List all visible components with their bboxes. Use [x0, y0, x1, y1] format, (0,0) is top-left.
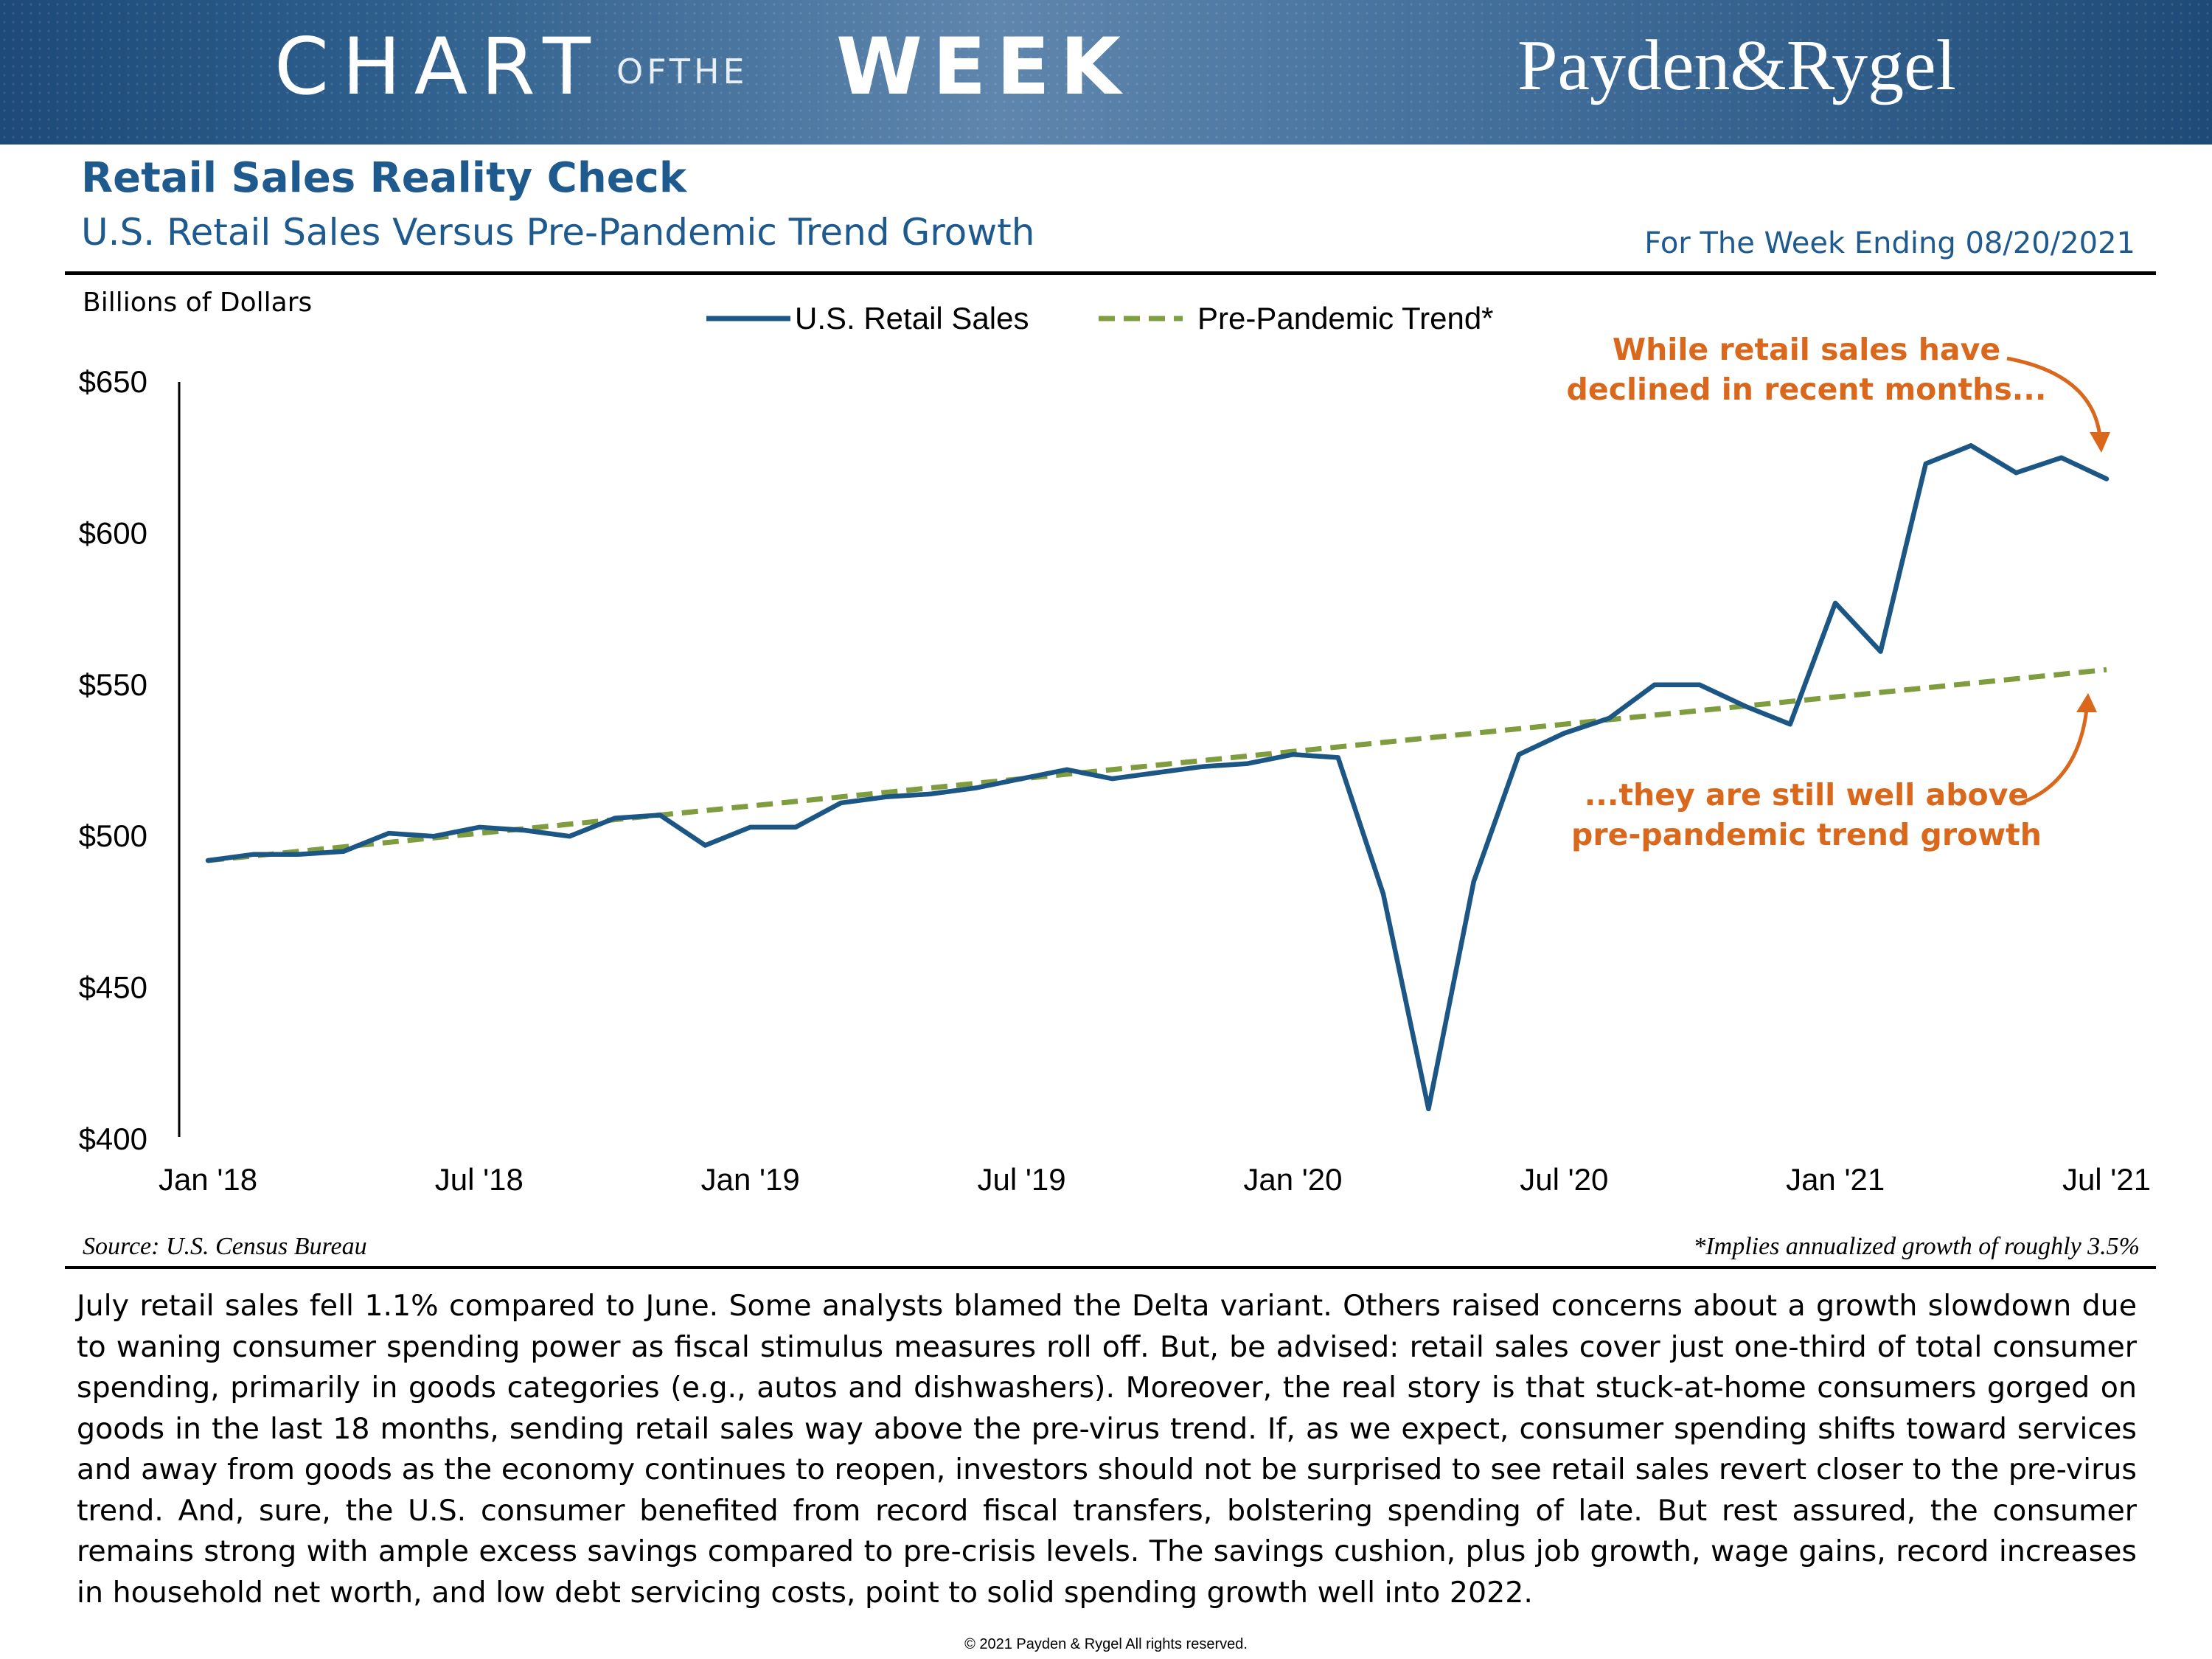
copyright-notice: © 2021 Payden & Rygel All rights reserve… — [964, 1636, 1248, 1652]
page-subtitle: U.S. Retail Sales Versus Pre-Pandemic Tr… — [81, 211, 1035, 254]
header-banner: CHART OFTHE WEEK Payden&Rygel — [0, 0, 2212, 145]
y-tick-label: $500 — [79, 818, 147, 853]
legend-label-trend: Pre-Pandemic Trend* — [1197, 301, 1494, 335]
y-tick-label: $550 — [79, 667, 147, 702]
bottom-divider — [65, 1266, 2156, 1269]
x-tick-label: Jan '18 — [159, 1162, 257, 1197]
week-ending-label: For The Week Ending 08/20/2021 — [1644, 226, 2135, 260]
x-tick-label: Jul '21 — [2062, 1162, 2151, 1197]
retail-sales-chart: Billions of Dollars U.S. Retail Sales Pr… — [79, 288, 2151, 1197]
annotation-top-arrowhead — [2090, 432, 2110, 453]
trend-footnote: *Implies annualized growth of roughly 3.… — [1693, 1233, 2140, 1260]
annotation-bottom-line2: pre-pandemic trend growth — [1571, 817, 2042, 852]
top-divider — [65, 271, 2156, 275]
x-tick-label: Jul '19 — [978, 1162, 1066, 1197]
annotation-bottom-arrow — [2018, 709, 2089, 806]
annotation-top-line1: While retail sales have — [1613, 332, 2000, 367]
y-unit-label: Billions of Dollars — [83, 288, 312, 318]
y-tick-label: $450 — [79, 970, 147, 1005]
annotation-bottom-arrowhead — [2076, 693, 2097, 712]
x-tick-label: Jan '21 — [1786, 1162, 1885, 1197]
x-tick-label: Jul '18 — [435, 1162, 524, 1197]
banner-texture — [0, 0, 2212, 145]
source-note: Source: U.S. Census Bureau — [83, 1233, 367, 1260]
x-tick-label: Jan '20 — [1243, 1162, 1342, 1197]
y-tick-label: $400 — [79, 1121, 147, 1156]
pre-pandemic-trend-line — [207, 667, 2107, 863]
retail-sales-line — [205, 443, 2110, 1112]
commentary-paragraph: July retail sales fell 1.1% compared to … — [77, 1289, 2137, 1610]
y-tick-label: $650 — [79, 364, 147, 399]
firm-logo-text: Payden&Rygel — [1517, 26, 1956, 105]
annotation-bottom: ...they are still well above pre-pandemi… — [1571, 693, 2097, 852]
x-tick-label: Jan '19 — [701, 1162, 800, 1197]
annotation-bottom-line1: ...they are still well above — [1585, 777, 2029, 813]
x-tick-label: Jul '20 — [1520, 1162, 1608, 1197]
page-title: Retail Sales Reality Check — [81, 154, 687, 202]
brand-chart-word: CHART — [274, 21, 604, 112]
annotation-top-line2: declined in recent months... — [1567, 372, 2047, 407]
legend-label-sales: U.S. Retail Sales — [795, 301, 1029, 335]
y-tick-label: $600 — [79, 515, 147, 550]
brand-week-word: WEEK — [836, 21, 1131, 112]
brand-ofthe-word: OFTHE — [616, 52, 748, 91]
annotation-top: While retail sales have declined in rece… — [1567, 332, 2110, 453]
annotation-top-arrow — [2006, 356, 2102, 437]
